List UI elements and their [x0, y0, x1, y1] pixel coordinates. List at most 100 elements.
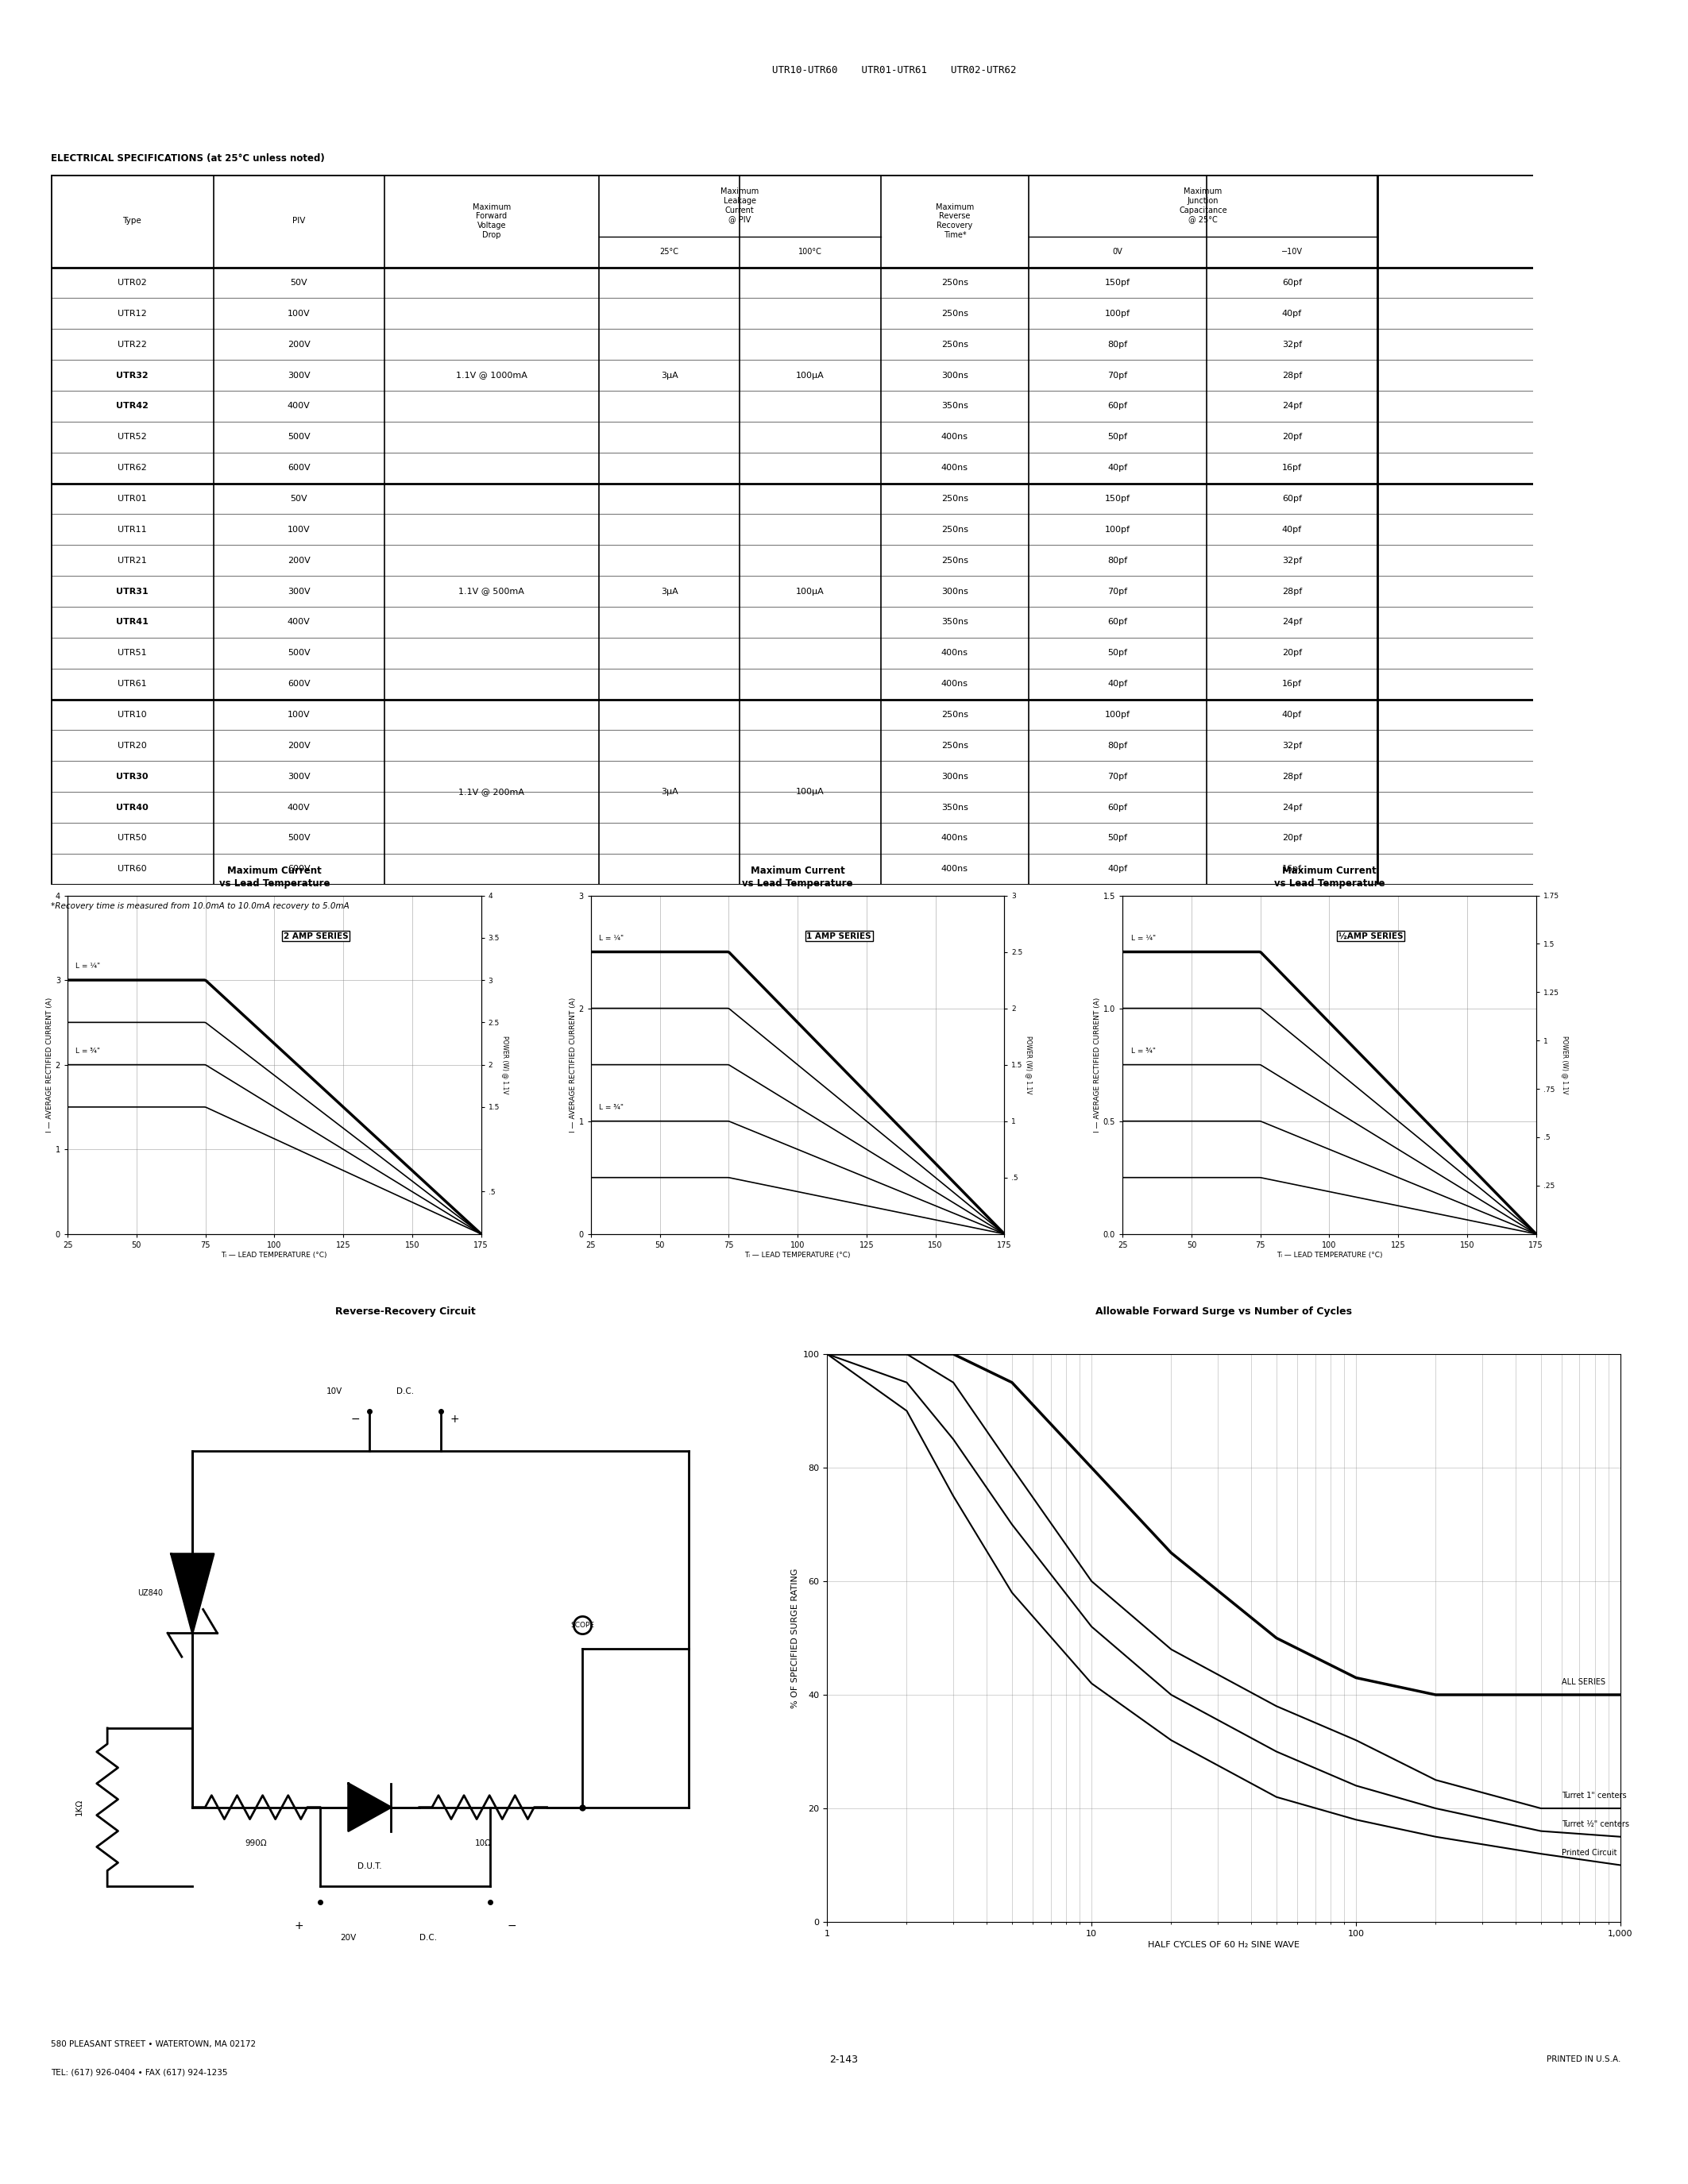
Text: Reverse-Recovery Circuit: Reverse-Recovery Circuit	[334, 1306, 476, 1317]
Text: Printed Circuit: Printed Circuit	[1561, 1848, 1617, 1856]
Text: 500V: 500V	[287, 432, 311, 441]
Text: 400ns: 400ns	[942, 463, 969, 472]
X-axis label: HALF CYCLES OF 60 H₂ SINE WAVE: HALF CYCLES OF 60 H₂ SINE WAVE	[1148, 1942, 1300, 1948]
Text: 20V: 20V	[341, 1933, 356, 1942]
Text: 250ns: 250ns	[942, 710, 969, 719]
Text: L = ¼": L = ¼"	[76, 963, 101, 970]
Text: 60pf: 60pf	[1107, 804, 1128, 810]
Text: L = ¼": L = ¼"	[1131, 935, 1156, 941]
Text: 32pf: 32pf	[1281, 743, 1301, 749]
Text: 100°C: 100°C	[798, 249, 822, 256]
Text: 25°C: 25°C	[660, 249, 679, 256]
Text: L = ¾": L = ¾"	[1131, 1048, 1155, 1055]
Text: 100μA: 100μA	[797, 587, 824, 596]
Text: 150pf: 150pf	[1106, 496, 1131, 502]
Text: UTR10: UTR10	[118, 710, 147, 719]
Text: 50pf: 50pf	[1107, 432, 1128, 441]
Text: 250ns: 250ns	[942, 280, 969, 286]
Text: 400V: 400V	[287, 402, 311, 411]
Text: 400ns: 400ns	[942, 432, 969, 441]
Text: 1 AMP SERIES: 1 AMP SERIES	[807, 933, 871, 939]
Text: 600V: 600V	[287, 865, 311, 874]
Text: 32pf: 32pf	[1281, 341, 1301, 349]
Text: UTR20: UTR20	[118, 743, 147, 749]
Text: UTR62: UTR62	[118, 463, 147, 472]
Text: TEL: (617) 926-0404 • FAX (617) 924-1235: TEL: (617) 926-0404 • FAX (617) 924-1235	[51, 2068, 228, 2077]
Text: UTR30: UTR30	[116, 773, 149, 780]
Text: 350ns: 350ns	[942, 618, 969, 627]
Text: 300ns: 300ns	[942, 587, 969, 596]
Text: Maximum
Leakage
Current
@ PIV: Maximum Leakage Current @ PIV	[721, 188, 760, 223]
Text: 990Ω: 990Ω	[245, 1839, 267, 1848]
Text: L = ¾": L = ¾"	[76, 1048, 100, 1055]
Text: 50V: 50V	[290, 280, 307, 286]
Text: 16pf: 16pf	[1281, 865, 1301, 874]
Text: L = ¾": L = ¾"	[599, 1103, 623, 1112]
Text: 100μA: 100μA	[797, 788, 824, 795]
Text: 1KΩ: 1KΩ	[74, 1800, 83, 1815]
Text: 100V: 100V	[287, 310, 311, 317]
Text: Maximum Current
vs Lead Temperature: Maximum Current vs Lead Temperature	[743, 865, 852, 889]
Text: 250ns: 250ns	[942, 526, 969, 533]
Text: Maximum
Forward
Voltage
Drop: Maximum Forward Voltage Drop	[473, 203, 511, 238]
Text: 100pf: 100pf	[1106, 526, 1131, 533]
Text: 100pf: 100pf	[1106, 710, 1131, 719]
Text: 500V: 500V	[287, 834, 311, 843]
Text: 150pf: 150pf	[1106, 280, 1131, 286]
Y-axis label: POWER (W) @ 1.1V: POWER (W) @ 1.1V	[1561, 1035, 1568, 1094]
Text: 50pf: 50pf	[1107, 834, 1128, 843]
Text: 40pf: 40pf	[1107, 865, 1128, 874]
Text: −: −	[506, 1920, 517, 1931]
Text: 3μA: 3μA	[660, 371, 679, 380]
Text: −: −	[351, 1413, 360, 1424]
Text: 1.1V @ 500mA: 1.1V @ 500mA	[459, 587, 525, 596]
Text: 16pf: 16pf	[1281, 679, 1301, 688]
Text: UTR02: UTR02	[118, 280, 147, 286]
Text: 250ns: 250ns	[942, 557, 969, 563]
Text: PIV: PIV	[292, 216, 306, 225]
Text: UTR32: UTR32	[116, 371, 149, 380]
Text: 28pf: 28pf	[1281, 587, 1301, 596]
Text: −10V: −10V	[1281, 249, 1303, 256]
Y-axis label: % OF SPECIFIED SURGE RATING: % OF SPECIFIED SURGE RATING	[792, 1568, 800, 1708]
Text: UTR11: UTR11	[118, 526, 147, 533]
Text: 2-143: 2-143	[830, 2055, 858, 2064]
Text: 3μA: 3μA	[660, 587, 679, 596]
Text: +: +	[294, 1920, 304, 1931]
Text: UTR01: UTR01	[118, 496, 147, 502]
Text: 250ns: 250ns	[942, 341, 969, 349]
Text: 300ns: 300ns	[942, 773, 969, 780]
Text: 200V: 200V	[287, 557, 311, 563]
Text: UTR51: UTR51	[118, 649, 147, 657]
Text: 40pf: 40pf	[1107, 679, 1128, 688]
Text: PRINTED IN U.S.A.: PRINTED IN U.S.A.	[1546, 2055, 1620, 2064]
Text: 10V: 10V	[326, 1387, 343, 1396]
Text: 600V: 600V	[287, 679, 311, 688]
Text: UTR42: UTR42	[116, 402, 149, 411]
Text: 600V: 600V	[287, 463, 311, 472]
Text: 28pf: 28pf	[1281, 773, 1301, 780]
Text: UTR50: UTR50	[118, 834, 147, 843]
Text: 80pf: 80pf	[1107, 341, 1128, 349]
Text: *Recovery time is measured from 10.0mA to 10.0mA recovery to 5.0mA: *Recovery time is measured from 10.0mA t…	[51, 902, 349, 911]
Text: 200V: 200V	[287, 743, 311, 749]
Text: Maximum Current
vs Lead Temperature: Maximum Current vs Lead Temperature	[219, 865, 329, 889]
Text: 20pf: 20pf	[1281, 834, 1301, 843]
Text: L = ¼": L = ¼"	[599, 935, 625, 941]
Text: 10Ω: 10Ω	[474, 1839, 491, 1848]
Text: 1.1V @ 1000mA: 1.1V @ 1000mA	[456, 371, 527, 380]
Text: 20pf: 20pf	[1281, 432, 1301, 441]
Text: 70pf: 70pf	[1107, 587, 1128, 596]
Text: 250ns: 250ns	[942, 743, 969, 749]
Text: 80pf: 80pf	[1107, 557, 1128, 563]
Text: +: +	[451, 1413, 459, 1424]
Text: 24pf: 24pf	[1281, 618, 1301, 627]
Text: 24pf: 24pf	[1281, 402, 1301, 411]
Text: 200V: 200V	[287, 341, 311, 349]
Text: Turret ½" centers: Turret ½" centers	[1561, 1819, 1629, 1828]
Text: 400V: 400V	[287, 618, 311, 627]
Y-axis label: I — AVERAGE RECTIFIED CURRENT (A): I — AVERAGE RECTIFIED CURRENT (A)	[569, 998, 577, 1131]
Text: 250ns: 250ns	[942, 310, 969, 317]
Text: UZ840: UZ840	[137, 1590, 162, 1597]
Text: 100pf: 100pf	[1106, 310, 1131, 317]
